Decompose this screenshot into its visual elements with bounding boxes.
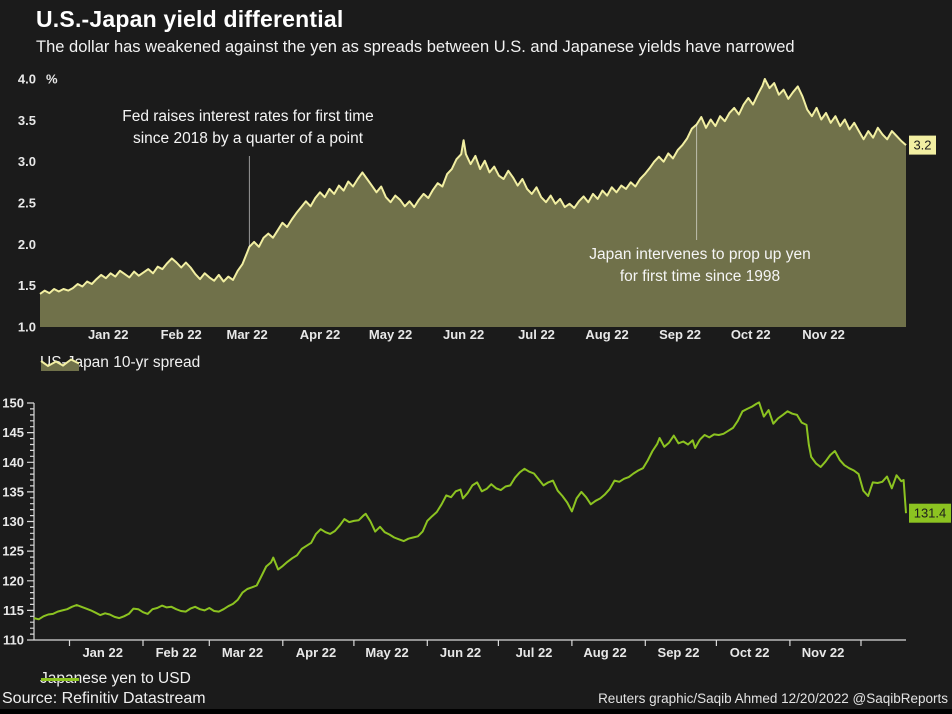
page-subtitle: The dollar has weakened against the yen … <box>36 38 795 56</box>
annotation-line2: since 2018 by a quarter of a point <box>132 130 364 147</box>
svg-text:3.5: 3.5 <box>18 113 36 128</box>
svg-text:Feb 22: Feb 22 <box>161 327 202 342</box>
svg-text:135: 135 <box>2 484 24 499</box>
svg-text:Aug 22: Aug 22 <box>583 645 626 660</box>
svg-text:3.0: 3.0 <box>18 154 36 169</box>
svg-text:Aug 22: Aug 22 <box>585 327 628 342</box>
page-title: U.S.-Japan yield differential <box>36 6 344 32</box>
svg-text:Apr 22: Apr 22 <box>300 327 340 342</box>
svg-text:May 22: May 22 <box>365 645 408 660</box>
svg-text:Oct 22: Oct 22 <box>730 645 770 660</box>
bottom-bar <box>0 709 952 714</box>
svg-text:Apr 22: Apr 22 <box>296 645 336 660</box>
svg-text:4.0: 4.0 <box>18 72 36 87</box>
legend-yen: Japanese yen to USD <box>40 670 191 688</box>
svg-text:2.0: 2.0 <box>18 237 36 252</box>
svg-text:120: 120 <box>2 573 24 588</box>
svg-text:110: 110 <box>3 633 24 648</box>
svg-text:Jan 22: Jan 22 <box>88 327 128 342</box>
svg-text:1.5: 1.5 <box>18 278 36 293</box>
spread-chart: 1.0 1.5 2.0 2.5 3.0 3.5 4.0 % Jan 22 Feb 22 Mar 22… <box>18 72 936 342</box>
legend-label-spread: US-Japan 10-yr spread <box>40 354 201 371</box>
annotation-line2: for first time since 1998 <box>619 268 781 285</box>
annotation-fed-rate-hike: Fed raises interest rates for first time… <box>112 106 384 150</box>
svg-text:3.2: 3.2 <box>913 138 931 153</box>
svg-text:May 22: May 22 <box>369 327 412 342</box>
svg-text:Nov 22: Nov 22 <box>802 645 845 660</box>
series-area <box>40 79 906 327</box>
svg-text:Sep 22: Sep 22 <box>658 645 700 660</box>
svg-text:2.5: 2.5 <box>18 196 36 211</box>
spread-end-value-label: 3.2 <box>909 135 936 155</box>
source-credit: Source: Refinitiv Datastream <box>2 690 206 707</box>
svg-text:145: 145 <box>2 425 24 440</box>
legend-label-yen: Japanese yen to USD <box>40 670 191 687</box>
svg-text:Sep 22: Sep 22 <box>659 327 701 342</box>
yen-chart: 110 115 120 125 130 135 140 145 150 Jan 22 Feb 22 M… <box>2 396 951 660</box>
svg-text:Mar 22: Mar 22 <box>222 645 263 660</box>
svg-text:Oct 22: Oct 22 <box>731 327 771 342</box>
annotation-japan-intervention: Japan intervenes to prop up yen for firs… <box>564 244 836 288</box>
unit-label: % <box>46 72 58 87</box>
svg-text:130: 130 <box>2 514 24 529</box>
svg-text:Jun 22: Jun 22 <box>440 645 481 660</box>
legend-spread: US-Japan 10-yr spread <box>40 354 200 372</box>
annotation-line1: Fed raises interest rates for first time <box>122 108 374 125</box>
x-axis-labels: Jan 22 Feb 22 Mar 22 Apr 22 May 22 Jun 22 Jul … <box>88 327 845 342</box>
series-line <box>39 78 907 295</box>
y-axis-labels: 1.0 1.5 2.0 2.5 3.0 3.5 4.0% <box>18 72 58 335</box>
yen-end-value-label: 131.4 <box>909 503 951 523</box>
svg-text:115: 115 <box>3 603 24 618</box>
x-axis-labels: Jan 22 Feb 22 Mar 22 Apr 22 May 22 Jun 22 Jul … <box>82 645 844 660</box>
svg-text:131.4: 131.4 <box>914 506 947 521</box>
author-credit: Reuters graphic/Saqib Ahmed 12/20/2022 @… <box>598 691 948 706</box>
svg-text:Mar 22: Mar 22 <box>226 327 267 342</box>
svg-text:140: 140 <box>2 455 24 470</box>
area-swatch-icon <box>40 357 80 371</box>
line-swatch-icon <box>41 677 79 681</box>
svg-text:1.0: 1.0 <box>18 320 36 335</box>
svg-text:Jun 22: Jun 22 <box>443 327 484 342</box>
svg-text:125: 125 <box>2 544 24 559</box>
svg-text:Jul 22: Jul 22 <box>516 645 553 660</box>
svg-text:Jan 22: Jan 22 <box>82 645 122 660</box>
y-axis-labels: 110 115 120 125 130 135 140 145 150 <box>2 396 24 648</box>
svg-text:Nov 22: Nov 22 <box>802 327 845 342</box>
footer: Source: Refinitiv Datastream Reuters gra… <box>0 690 952 708</box>
svg-text:150: 150 <box>2 396 24 411</box>
axes <box>27 402 906 646</box>
series-line <box>33 401 907 621</box>
svg-text:Jul 22: Jul 22 <box>518 327 555 342</box>
annotation-line1: Japan intervenes to prop up yen <box>589 246 811 263</box>
svg-text:Feb 22: Feb 22 <box>156 645 197 660</box>
